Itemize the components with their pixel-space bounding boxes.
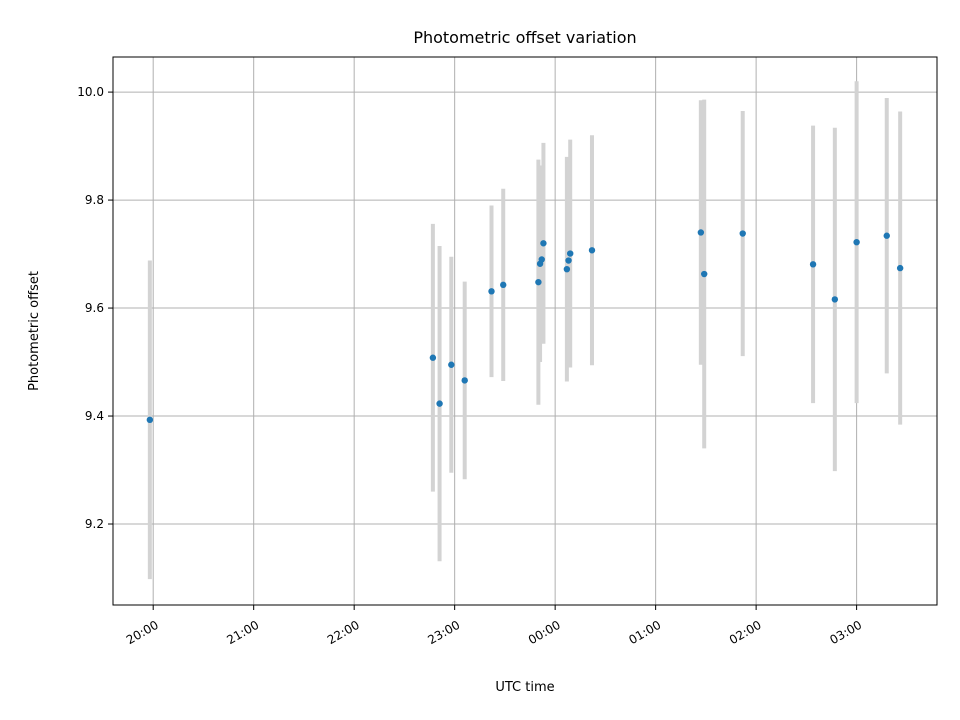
data-point — [739, 230, 746, 237]
data-point — [429, 354, 437, 361]
x-tick-label: 20:00 — [124, 618, 161, 647]
x-tick-label: 03:00 — [827, 618, 864, 647]
y-tick-label: 9.8 — [85, 193, 104, 207]
data-point — [567, 250, 574, 257]
data-point — [538, 256, 545, 263]
data-point — [697, 229, 705, 236]
grid-lines — [113, 57, 937, 605]
y-axis-label: Photometric offset — [27, 271, 42, 391]
data-point — [146, 416, 154, 424]
data-point — [535, 278, 542, 286]
data-point — [896, 264, 904, 272]
x-tick-label: 01:00 — [626, 618, 663, 647]
chart-title: Photometric offset variation — [413, 28, 636, 47]
data-point — [540, 240, 547, 247]
data-point — [853, 238, 860, 246]
y-axis-ticks: 9.2 9.4 9.6 9.8 10.0 — [77, 85, 113, 531]
data-point — [436, 400, 443, 407]
y-tick-label: 9.4 — [85, 409, 104, 423]
data-point — [500, 281, 507, 289]
x-tick-label: 21:00 — [224, 618, 261, 647]
data-point — [809, 261, 817, 268]
data-point — [488, 288, 495, 295]
data-point — [461, 377, 468, 384]
data-point — [883, 232, 890, 239]
plot-frame — [112, 56, 938, 606]
data-point — [588, 247, 596, 254]
x-axis-label: UTC time — [495, 680, 554, 695]
data-point — [831, 296, 839, 303]
x-tick-label: 00:00 — [526, 618, 563, 647]
x-tick-label: 23:00 — [425, 618, 462, 647]
y-tick-label: 10.0 — [77, 85, 104, 99]
x-tick-label: 02:00 — [727, 618, 764, 647]
x-tick-label: 22:00 — [325, 618, 362, 647]
data-point — [701, 270, 708, 278]
data-point — [563, 265, 571, 273]
data-point — [448, 361, 455, 368]
y-tick-label: 9.2 — [85, 517, 104, 531]
error-bars — [147, 81, 903, 580]
y-tick-label: 9.6 — [85, 301, 104, 315]
x-axis-ticks: 20:00 21:00 22:00 23:00 00:00 01:00 02:00 03:00 — [124, 605, 864, 647]
data-point — [565, 257, 572, 264]
data-points — [146, 229, 904, 424]
